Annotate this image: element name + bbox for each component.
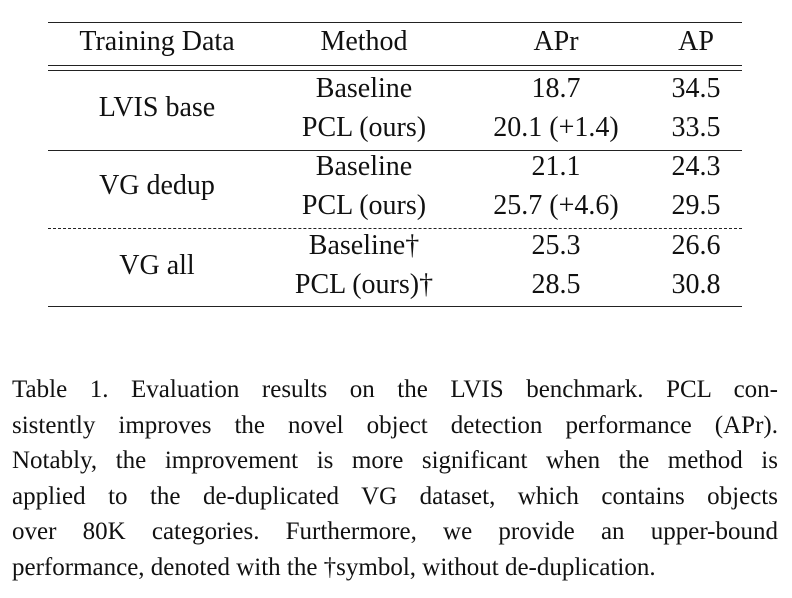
table-bottom-rule: [48, 306, 742, 307]
table-row-ap: 26.6: [671, 230, 721, 261]
group-label-lvis-base: LVIS base: [98, 92, 216, 123]
table-row-method: PCL (ours)†: [294, 269, 434, 300]
table-row-ap: 34.5: [671, 73, 721, 104]
table-row-ap: 24.3: [671, 151, 721, 182]
group-separator-dashed: [48, 228, 742, 229]
table-top-rule: [48, 22, 742, 23]
header-training-data: Training Data: [79, 26, 235, 57]
table-row-method: Baseline†: [308, 230, 420, 261]
header-apr: APr: [533, 26, 579, 57]
table-row-method: PCL (ours): [301, 112, 427, 143]
caption-line: performance, denoted with the †symbol, w…: [12, 553, 656, 581]
caption-line: applied to the de-duplicated VG dataset,…: [12, 482, 778, 510]
table-row-ap: 30.8: [671, 269, 721, 300]
table-row-apr: 20.1 (+1.4): [493, 112, 619, 143]
table-row-method: Baseline: [315, 73, 413, 104]
table-row-apr: 25.7 (+4.6): [493, 190, 619, 221]
table-row-apr: 21.1: [531, 151, 581, 182]
table-caption: Table 1. Evaluation results on the LVIS …: [12, 372, 778, 586]
group-label-vg-dedup: VG dedup: [99, 170, 215, 201]
header-ap: AP: [678, 26, 714, 57]
header-rule-lower: [48, 70, 742, 71]
table-row-ap: 29.5: [671, 190, 721, 221]
header-rule-upper: [48, 65, 742, 66]
table-row-ap: 33.5: [671, 112, 721, 143]
table-row-apr: 25.3: [531, 230, 581, 261]
caption-line: Table 1. Evaluation results on the LVIS …: [12, 376, 778, 403]
table-row-method: PCL (ours): [301, 190, 427, 221]
header-method: Method: [320, 26, 408, 57]
caption-line: over 80K categories. Furthermore, we pro…: [12, 518, 778, 546]
group-label-vg-all: VG all: [119, 250, 195, 281]
table-row-apr: 18.7: [531, 73, 581, 104]
group-separator-rule: [48, 150, 742, 151]
table-row-apr: 28.5: [531, 269, 581, 300]
table-row-method: Baseline: [315, 151, 413, 182]
caption-line: sistently improves the novel object dete…: [12, 411, 778, 439]
caption-line: Notably, the improvement is more signifi…: [12, 447, 778, 475]
